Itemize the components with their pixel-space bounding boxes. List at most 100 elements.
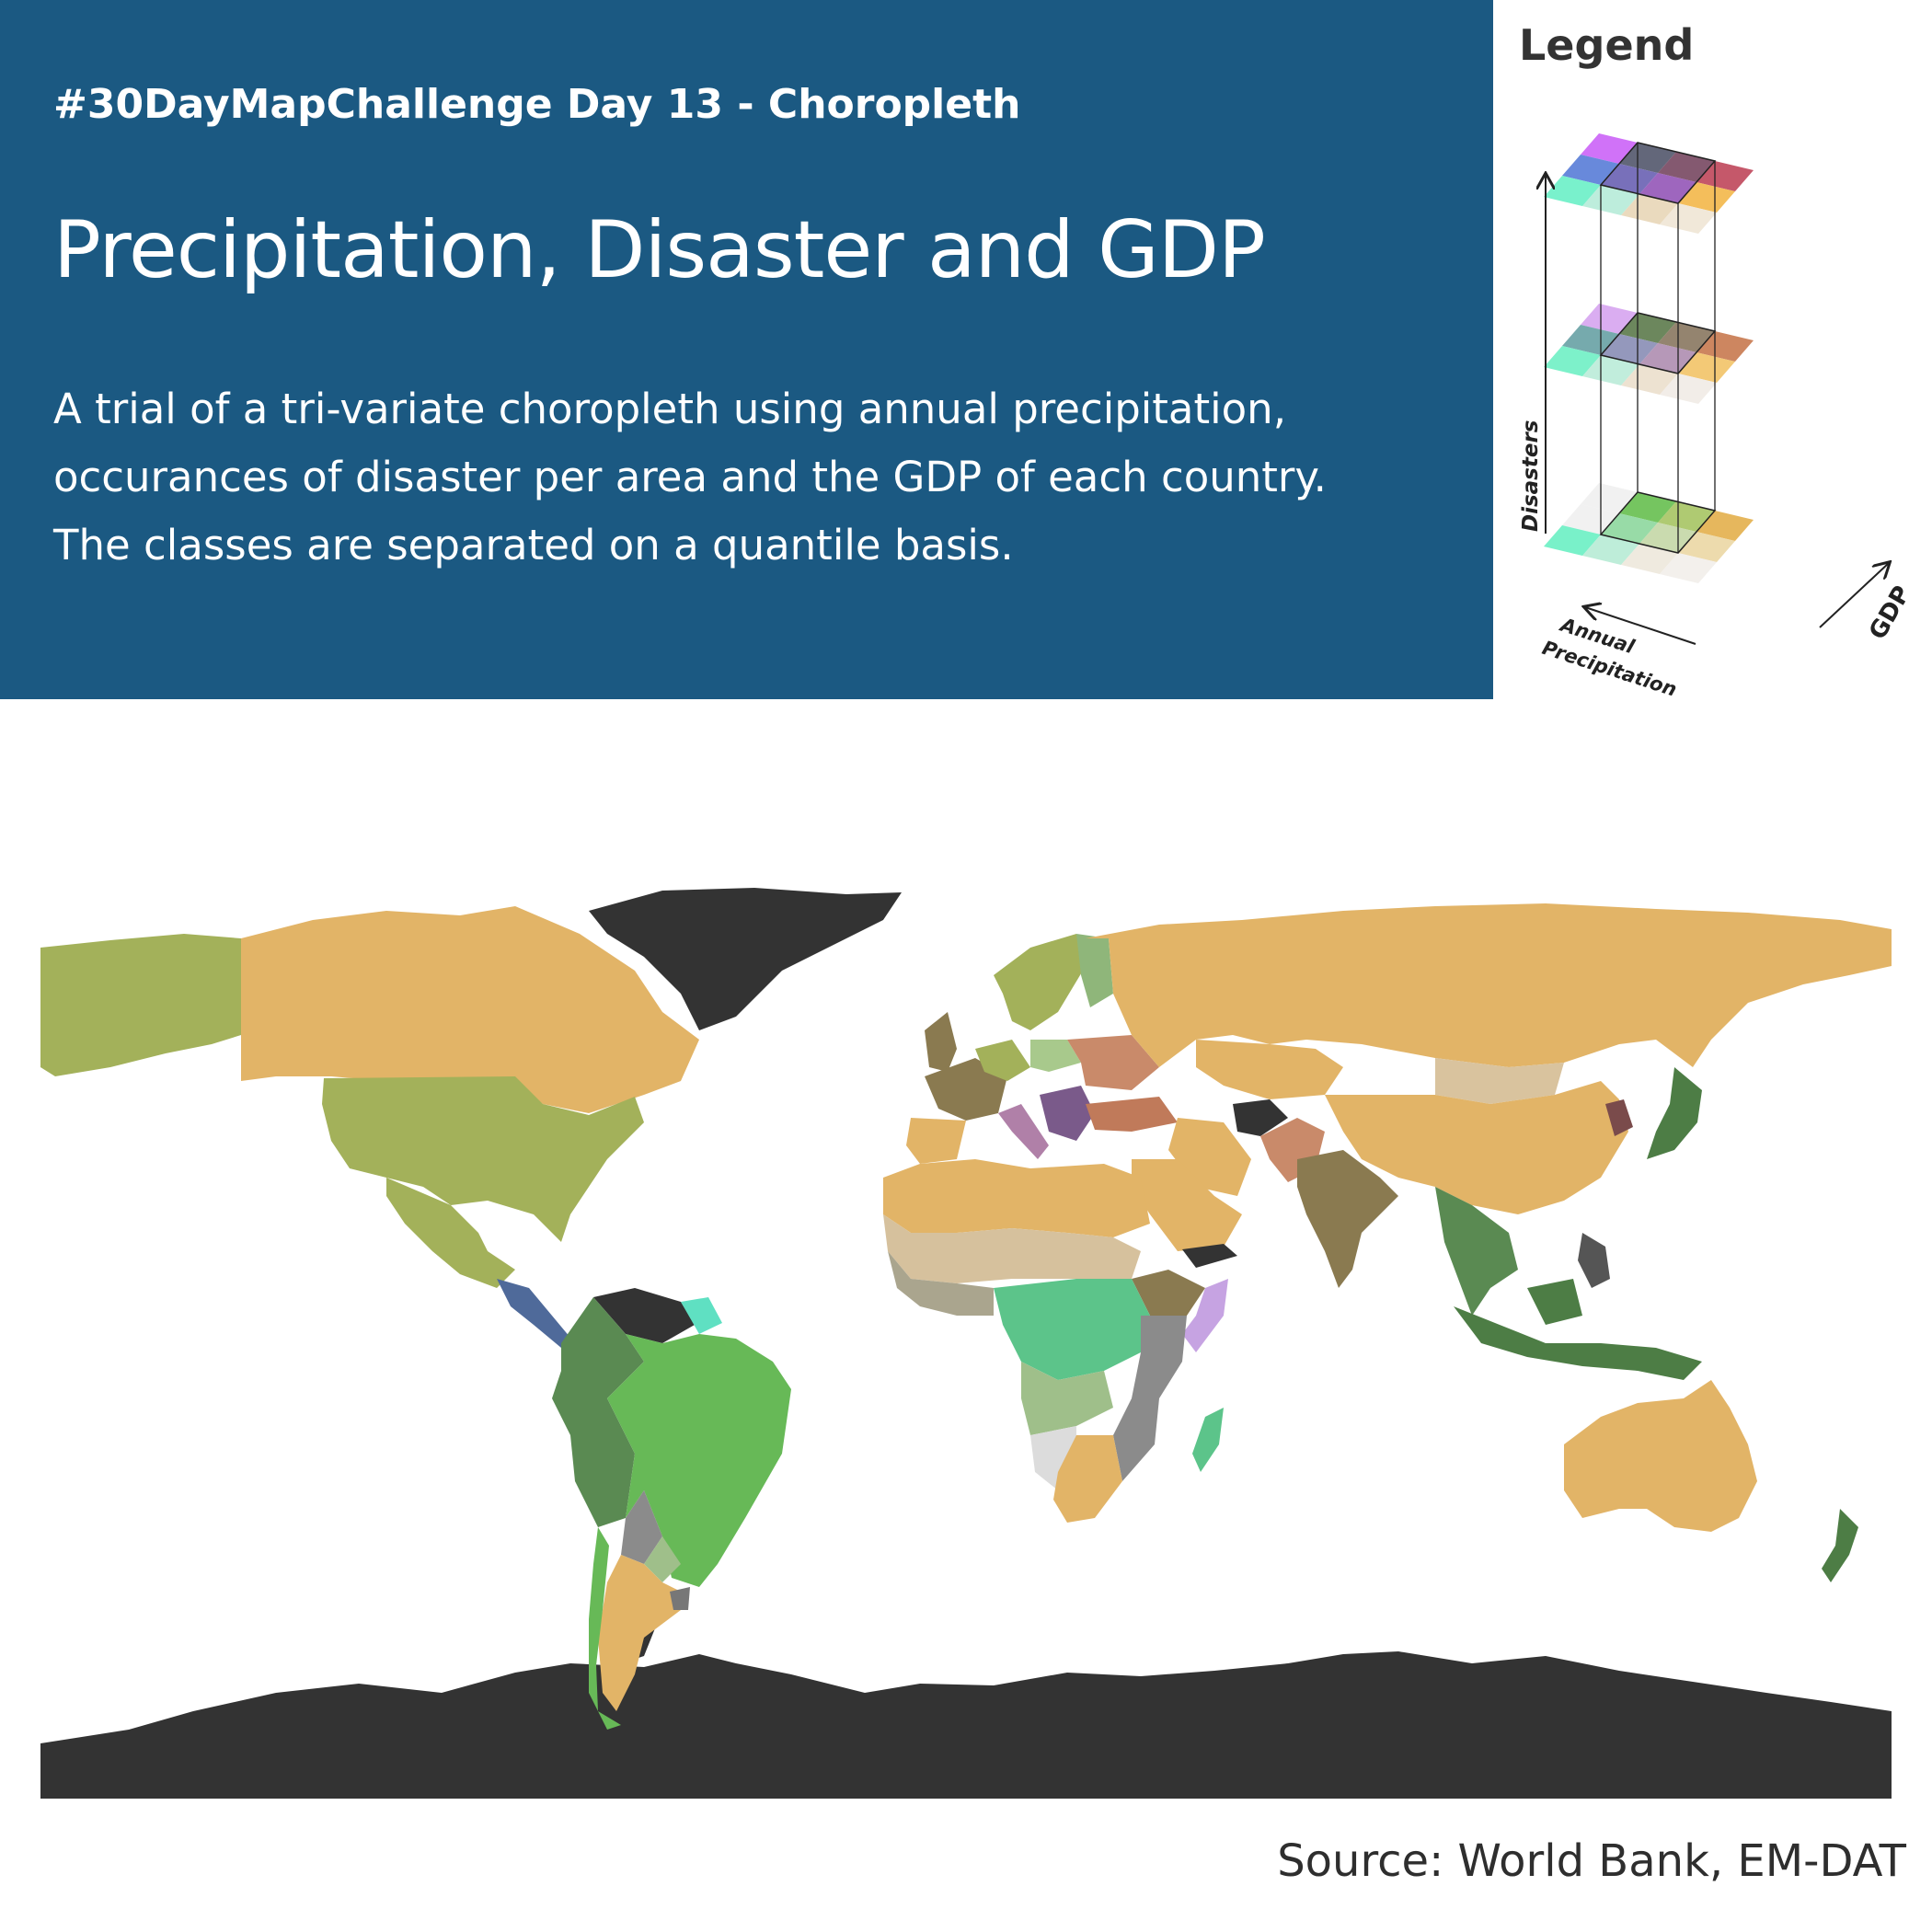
indonesia-region — [1454, 1306, 1702, 1380]
yemen-region — [1182, 1244, 1237, 1268]
legend-cube-edges — [1600, 143, 1716, 553]
central-america-region — [497, 1279, 575, 1348]
world-map — [40, 888, 1892, 1799]
description-line: The classes are separated on a quantile … — [53, 521, 1014, 569]
afghanistan-region — [1233, 1099, 1288, 1136]
russia-region — [1086, 903, 1892, 1067]
guyana-region — [681, 1297, 722, 1334]
alaska-region — [40, 934, 241, 1076]
legend-cell — [1581, 133, 1638, 164]
mozambique-region — [1113, 1398, 1159, 1481]
legend-cell — [1696, 331, 1754, 362]
legend-cell — [1581, 483, 1638, 513]
legend-layer — [1544, 483, 1754, 583]
gdp-axis-arrow — [1819, 563, 1889, 628]
australia-region — [1564, 1380, 1757, 1532]
somalia-region — [1182, 1279, 1228, 1352]
legend-layer — [1544, 133, 1754, 234]
page-title: Precipitation, Disaster and GDP — [53, 204, 1266, 296]
legend-cell — [1639, 523, 1696, 553]
legend-cell — [1562, 325, 1619, 355]
argentina-region — [598, 1555, 681, 1711]
legend-cell — [1544, 346, 1601, 376]
legend-cell — [1658, 322, 1715, 352]
legend-cell — [1658, 152, 1715, 182]
legend-panel: Legend Disasters GDP Annual Precipitatio… — [1493, 0, 1932, 718]
source-note: Source: World Bank, EM-DAT — [1277, 1835, 1906, 1887]
legend-cell — [1581, 304, 1638, 334]
legend-cell — [1696, 511, 1754, 541]
peru-region — [570, 1398, 635, 1527]
madagascar-region — [1192, 1408, 1224, 1472]
legend-cell — [1621, 544, 1678, 574]
east-africa-region — [1132, 1316, 1187, 1398]
legend-cube-layers — [1544, 133, 1754, 583]
finland-region — [1076, 934, 1113, 1007]
china-region — [1325, 1081, 1628, 1214]
legend-cell — [1619, 492, 1676, 523]
brazil-region — [607, 1334, 791, 1587]
saudi-region — [1132, 1159, 1242, 1251]
africa — [883, 1159, 1228, 1523]
paraguay-region — [644, 1536, 681, 1582]
legend-cell — [1544, 525, 1601, 556]
poland-region — [1030, 1040, 1081, 1072]
germany-region — [975, 1040, 1030, 1081]
legend-cell — [1562, 504, 1619, 535]
legend-cell — [1619, 313, 1676, 343]
ukraine-region — [1067, 1035, 1159, 1090]
japan-region — [1647, 1067, 1702, 1159]
angola-region — [1021, 1362, 1113, 1435]
uk-region — [925, 1012, 957, 1072]
legend-cell — [1544, 176, 1601, 206]
legend-cell — [1678, 532, 1735, 562]
iberia-region — [906, 1118, 966, 1164]
italy-region — [998, 1104, 1049, 1159]
india-region — [1297, 1150, 1398, 1288]
legend-cell — [1639, 173, 1696, 203]
scandinavia-region — [994, 934, 1086, 1030]
mexico-region — [386, 1178, 515, 1288]
challenge-tag: #30DayMapChallenge Day 13 - Choropleth — [53, 81, 1021, 128]
legend-axis-disasters: Disasters — [1519, 420, 1543, 532]
north-america — [40, 888, 902, 1348]
uruguay-region — [670, 1587, 690, 1610]
legend-graphic: Disasters GDP Annual Precipitation — [1519, 133, 1916, 701]
colombia-region — [552, 1297, 644, 1454]
description-line: A trial of a tri-variate choropleth usin… — [53, 385, 1287, 433]
canada-region — [241, 906, 699, 1113]
legend-title: Legend — [1519, 20, 1695, 70]
antarctica — [40, 1610, 1892, 1799]
north-africa-region — [883, 1159, 1150, 1237]
greenland-region — [589, 888, 902, 1030]
legend-cell — [1562, 155, 1619, 185]
legend-cell — [1660, 203, 1717, 234]
asia — [1086, 903, 1892, 1380]
legend-cell — [1582, 185, 1639, 215]
sahel-region — [883, 1214, 1141, 1283]
new-zealand-region — [1822, 1509, 1858, 1582]
legend-cell — [1678, 352, 1735, 383]
legend-cell — [1658, 501, 1715, 532]
balkans-region — [1040, 1086, 1095, 1141]
se-asia-region — [1435, 1187, 1518, 1316]
france-region — [925, 1058, 1007, 1121]
central-africa-region — [994, 1279, 1150, 1380]
europe — [906, 934, 1159, 1164]
antarctica-region — [40, 1651, 1892, 1799]
legend-cell — [1678, 182, 1735, 213]
philippines-region — [1578, 1233, 1610, 1288]
header-panel: #30DayMapChallenge Day 13 - Choropleth P… — [0, 0, 1493, 699]
korea-region — [1605, 1099, 1633, 1136]
bolivia-region — [621, 1490, 662, 1564]
oceania — [1564, 1380, 1858, 1582]
west-africa-region — [888, 1251, 994, 1316]
legend-layer — [1544, 304, 1754, 404]
precipitation-axis-arrow — [1585, 607, 1696, 645]
venezuela-region — [593, 1288, 695, 1343]
ethiopia-region — [1132, 1270, 1205, 1316]
legend-axis-gdp: GDP — [1864, 581, 1916, 645]
legend-cell — [1660, 553, 1717, 583]
legend-cell — [1582, 535, 1639, 565]
legend-cell — [1660, 374, 1717, 404]
